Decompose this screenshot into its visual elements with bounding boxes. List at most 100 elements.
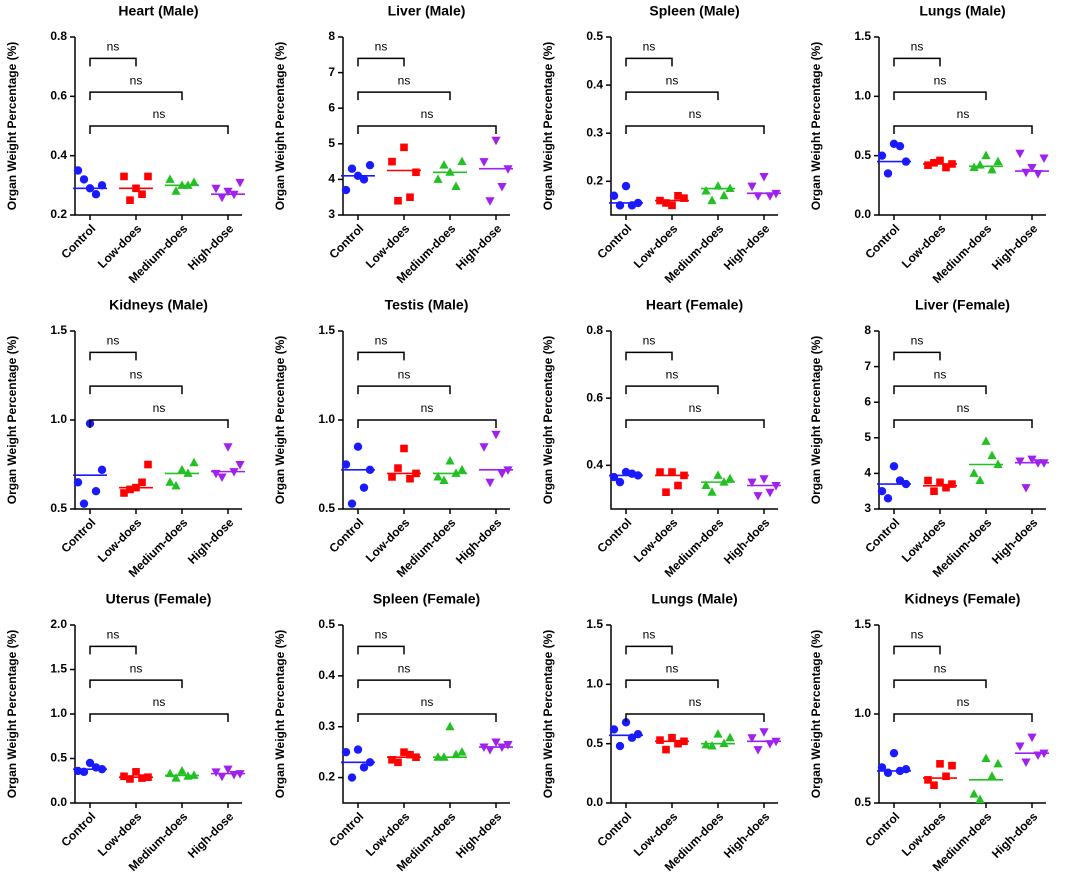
point xyxy=(165,477,175,486)
point xyxy=(235,461,245,470)
point xyxy=(138,774,146,782)
point xyxy=(359,763,369,772)
panel-title: Heart (Female) xyxy=(646,297,743,313)
significance-bracket xyxy=(893,713,1033,722)
point xyxy=(725,183,735,193)
point xyxy=(701,480,711,489)
significance-bracket xyxy=(357,351,405,361)
x-tick-label: Control xyxy=(58,809,98,849)
point xyxy=(942,772,950,781)
point xyxy=(144,460,152,469)
significance-label: ns xyxy=(666,367,679,381)
x-tick-label: High-dose xyxy=(453,221,505,273)
point xyxy=(439,752,449,761)
point xyxy=(183,468,193,477)
point xyxy=(457,464,467,474)
significance-bracket xyxy=(893,351,941,361)
significance-label: ns xyxy=(421,695,434,709)
significance-label: ns xyxy=(689,401,702,415)
significance-label: ns xyxy=(398,73,411,87)
point xyxy=(144,172,152,181)
significance-label: ns xyxy=(643,628,656,642)
significance-bracket xyxy=(893,419,1033,428)
significance-label: ns xyxy=(666,73,679,87)
point xyxy=(485,478,495,488)
significance-label: ns xyxy=(107,334,120,348)
y-tick-label: 0.6 xyxy=(50,89,67,103)
y-tick-label: 0.2 xyxy=(318,770,335,784)
significance-label: ns xyxy=(911,40,924,54)
y-tick-label: 1.0 xyxy=(854,706,871,720)
y-tick-label: 1.5 xyxy=(318,323,335,337)
significance-bracket xyxy=(893,385,987,395)
point xyxy=(365,160,375,170)
point xyxy=(668,201,676,210)
panel-title: Heart (Male) xyxy=(118,3,198,19)
point xyxy=(144,773,152,781)
point xyxy=(901,764,911,774)
point xyxy=(725,732,735,742)
point xyxy=(719,477,729,486)
point xyxy=(877,763,887,772)
point xyxy=(485,197,495,206)
point xyxy=(503,741,513,750)
significance-bracket xyxy=(357,679,451,689)
point xyxy=(987,771,997,780)
point xyxy=(753,492,763,501)
y-tick-label: 0.6 xyxy=(586,390,603,404)
point xyxy=(609,725,619,734)
point xyxy=(948,480,956,488)
x-tick-label: Control xyxy=(58,515,98,555)
point xyxy=(406,750,414,759)
point xyxy=(400,444,408,453)
panel-title: Spleen (Female) xyxy=(373,591,480,607)
point xyxy=(668,733,676,742)
panel-title: Lungs (Male) xyxy=(651,591,737,607)
panel-title: Liver (Male) xyxy=(388,3,466,19)
point xyxy=(1027,455,1037,465)
point xyxy=(656,468,664,476)
y-tick-label: 1.0 xyxy=(50,412,67,426)
point xyxy=(359,175,369,184)
point xyxy=(491,136,501,146)
significance-label: ns xyxy=(398,367,411,381)
point xyxy=(341,185,351,195)
point xyxy=(433,174,443,183)
point xyxy=(674,191,682,200)
point xyxy=(406,474,414,483)
point xyxy=(889,462,899,471)
point xyxy=(701,739,711,749)
significance-bracket xyxy=(625,645,673,655)
x-tick-label: Control xyxy=(594,515,634,555)
point xyxy=(680,194,688,202)
point xyxy=(439,160,449,169)
panel-title: Spleen (Male) xyxy=(649,3,739,19)
point xyxy=(433,471,443,481)
point xyxy=(183,180,193,189)
x-tick-label: High-dose xyxy=(185,809,237,861)
y-axis-label: Organ Weight Percentage (%) xyxy=(541,42,555,210)
point xyxy=(165,768,175,778)
x-tick-label: Control xyxy=(594,221,634,261)
point xyxy=(747,734,757,743)
point xyxy=(79,175,89,184)
point xyxy=(981,436,991,445)
point xyxy=(975,794,985,803)
point xyxy=(993,459,1003,468)
y-axis-label: Organ Weight Percentage (%) xyxy=(541,630,555,798)
significance-label: ns xyxy=(957,107,970,121)
significance-bracket xyxy=(89,91,183,101)
point xyxy=(987,164,997,174)
point xyxy=(719,190,729,200)
y-tick-label: 6 xyxy=(864,394,871,408)
point xyxy=(1015,457,1025,466)
point xyxy=(883,169,893,178)
y-tick-label: 0.0 xyxy=(854,207,871,221)
point xyxy=(719,738,729,748)
point xyxy=(353,442,363,451)
point xyxy=(1033,169,1043,179)
point xyxy=(171,773,181,782)
significance-bracket xyxy=(625,91,719,101)
point xyxy=(412,168,420,177)
point xyxy=(412,469,420,478)
